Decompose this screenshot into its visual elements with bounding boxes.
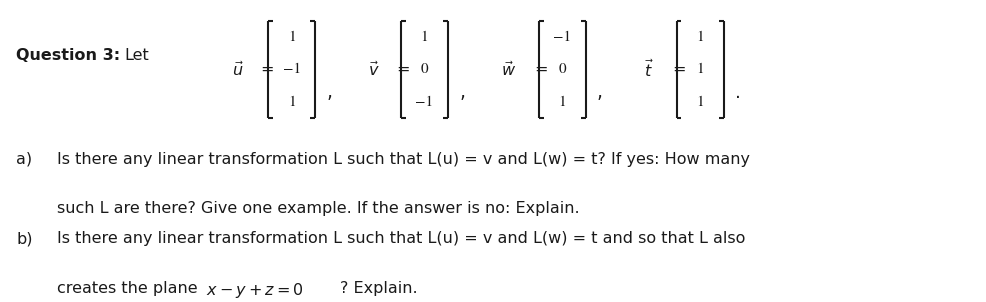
Text: ? Explain.: ? Explain. <box>339 281 417 296</box>
Text: 0: 0 <box>558 63 566 76</box>
Text: ,: , <box>325 83 332 102</box>
Text: Let: Let <box>124 48 149 63</box>
Text: 1: 1 <box>420 30 428 43</box>
Text: $\vec{t}$: $\vec{t}$ <box>644 59 653 80</box>
Text: $x - y + z = 0$: $x - y + z = 0$ <box>206 281 304 300</box>
Text: =: = <box>395 62 409 77</box>
Text: =: = <box>671 62 684 77</box>
Text: 1: 1 <box>695 95 703 109</box>
Text: Question 3:: Question 3: <box>16 48 120 63</box>
Text: such L are there? Give one example. If the answer is no: Explain.: such L are there? Give one example. If t… <box>56 201 579 217</box>
Text: −1: −1 <box>553 30 571 43</box>
Text: $\vec{w}$: $\vec{w}$ <box>500 60 516 79</box>
Text: 1: 1 <box>695 30 703 43</box>
Text: $\vec{v}$: $\vec{v}$ <box>367 60 379 79</box>
Text: .: . <box>734 83 740 102</box>
Text: 1: 1 <box>288 30 296 43</box>
Text: ,: , <box>458 83 464 102</box>
Text: $\vec{u}$: $\vec{u}$ <box>232 60 244 79</box>
Text: Is there any linear transformation L such that L(u) = v and L(w) = t? If yes: Ho: Is there any linear transformation L suc… <box>56 152 748 167</box>
Text: 1: 1 <box>288 95 296 109</box>
Text: =: = <box>260 62 273 77</box>
Text: b): b) <box>16 231 33 246</box>
Text: ,: , <box>597 83 602 102</box>
Text: 1: 1 <box>695 63 703 76</box>
Text: 0: 0 <box>420 63 428 76</box>
Text: 1: 1 <box>558 95 566 109</box>
Text: Is there any linear transformation L such that L(u) = v and L(w) = t and so that: Is there any linear transformation L suc… <box>56 231 744 246</box>
Text: −1: −1 <box>415 95 433 109</box>
Text: −1: −1 <box>282 63 301 76</box>
Text: =: = <box>533 62 547 77</box>
Text: creates the plane: creates the plane <box>56 281 202 296</box>
Text: a): a) <box>16 152 33 167</box>
